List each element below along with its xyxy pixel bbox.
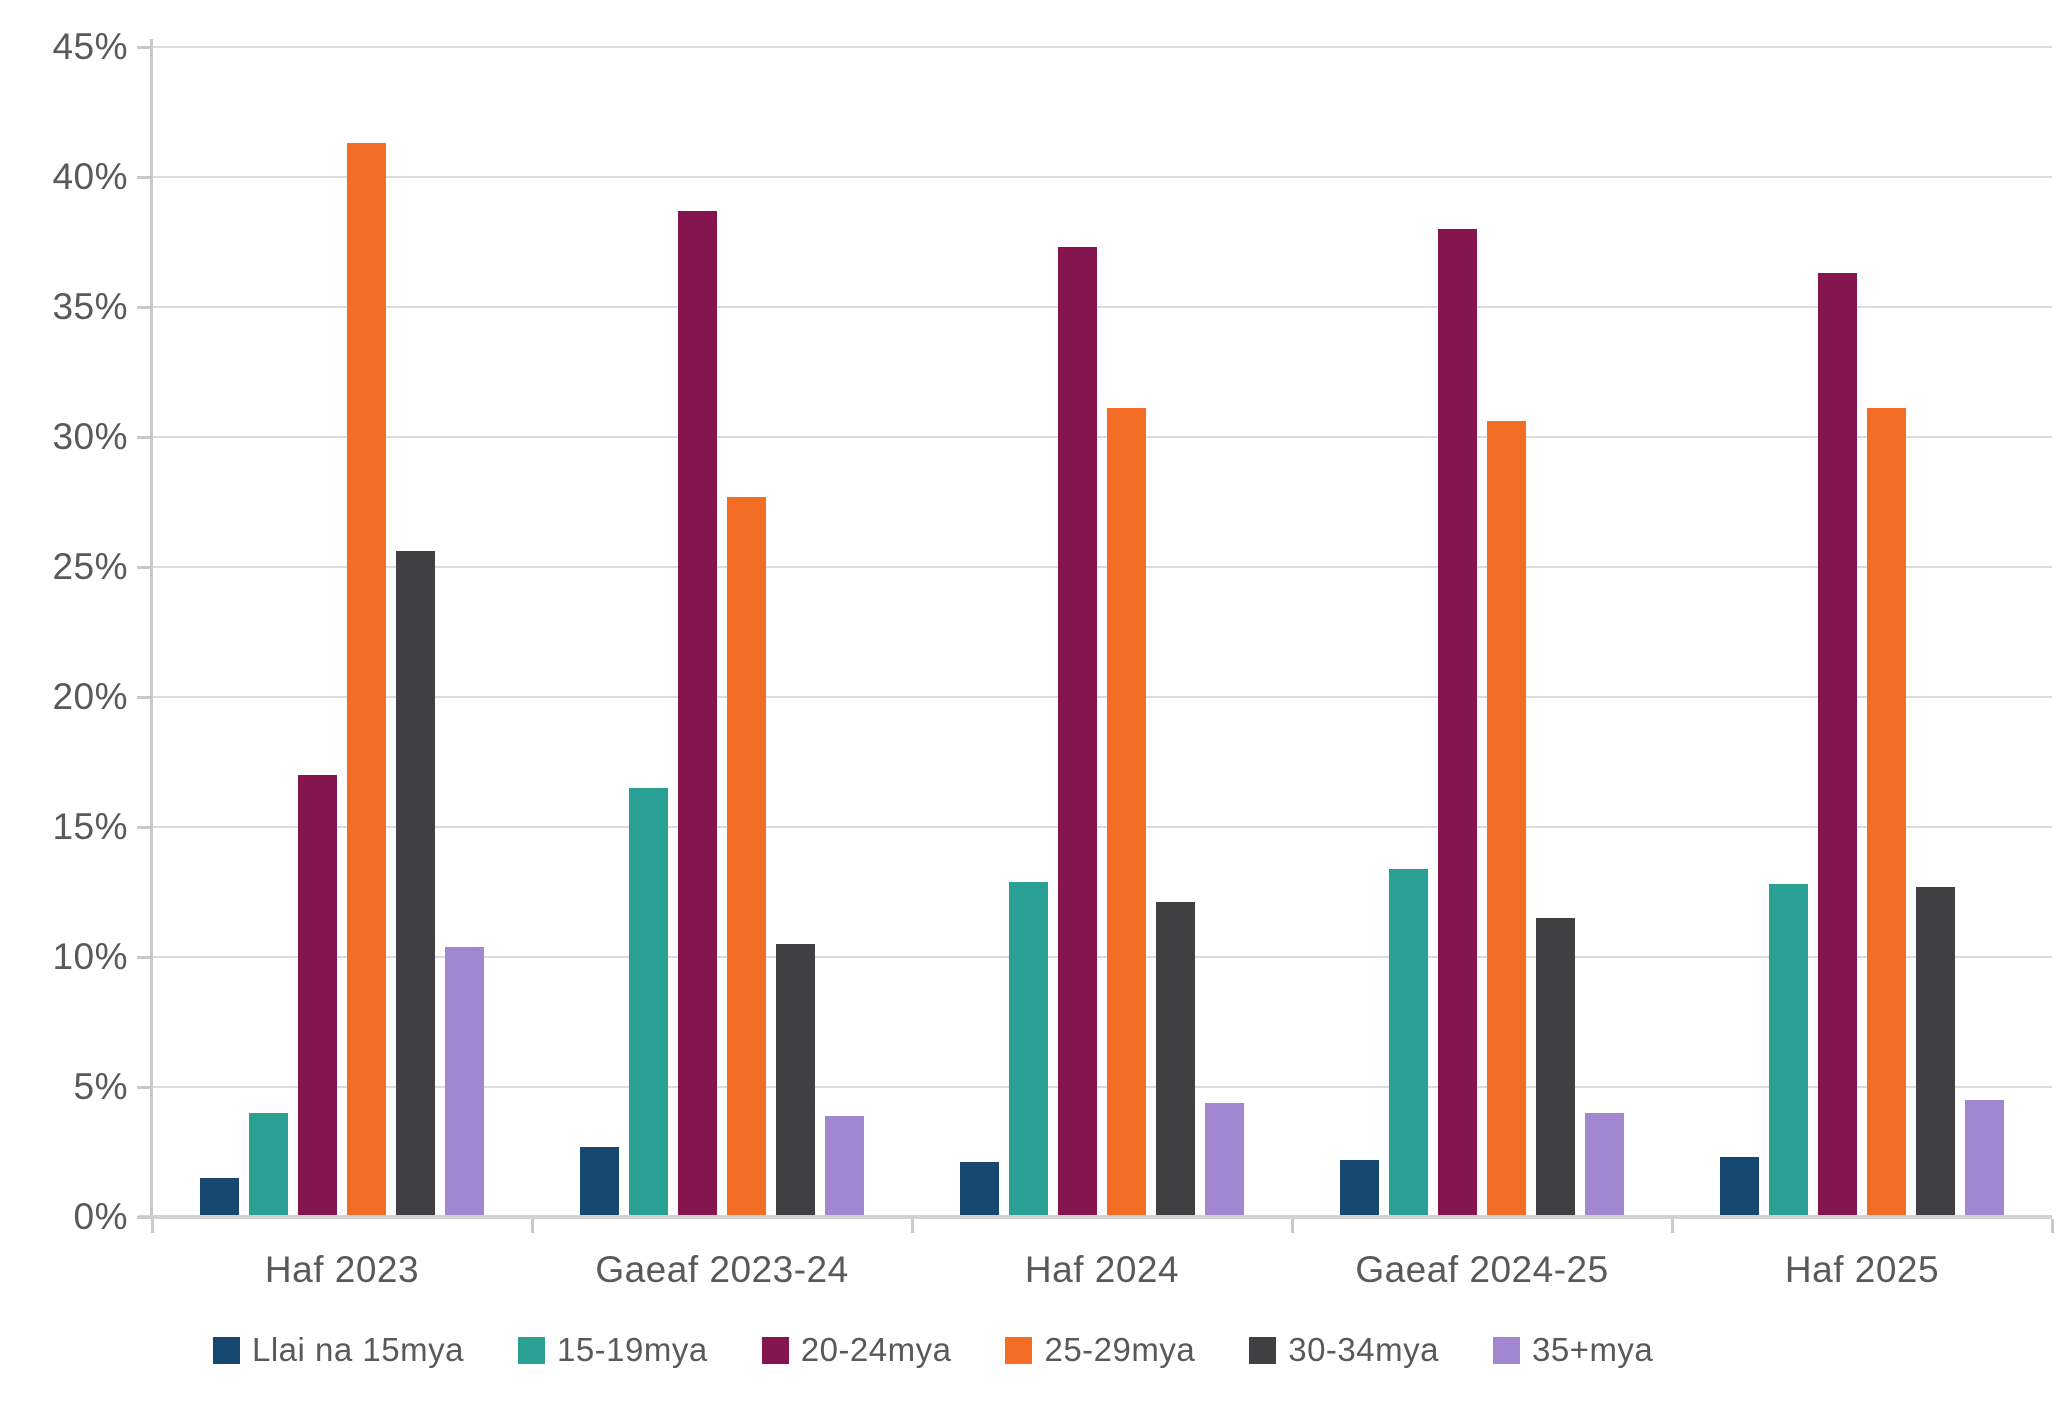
bar-35+mya-haf-2023 xyxy=(445,947,484,1217)
bar-30-34mya-gaeaf-2024-25 xyxy=(1536,918,1575,1217)
legend-item-30-34mya: 30-34mya xyxy=(1249,1330,1439,1370)
y-tick-45pct xyxy=(137,46,151,49)
bar-20-24mya-haf-2025 xyxy=(1818,273,1857,1217)
bar-llai-na-15mya-haf-2023 xyxy=(200,1178,239,1217)
legend-item-25-29mya: 25-29mya xyxy=(1005,1330,1195,1370)
y-axis-label-10pct: 10% xyxy=(52,936,128,977)
y-tick-35pct xyxy=(137,306,151,309)
legend-item-15-19mya: 15-19mya xyxy=(517,1330,708,1370)
y-axis-label-45pct: 45% xyxy=(52,26,128,67)
legend-label: 25-29mya xyxy=(1044,1331,1196,1368)
category-label-gaeaf-2024-25: Gaeaf 2024-25 xyxy=(1355,1249,1609,1290)
bar-llai-na-15mya-haf-2024 xyxy=(960,1162,999,1217)
bar-30-34mya-gaeaf-2023-24 xyxy=(776,944,815,1217)
bar-30-34mya-haf-2024 xyxy=(1156,902,1195,1217)
bar-15-19mya-gaeaf-2024-25 xyxy=(1389,869,1428,1217)
legend-item-35+mya: 35+mya xyxy=(1492,1330,1654,1370)
category-label-haf-2025: Haf 2025 xyxy=(1784,1249,1940,1290)
x-tick-0 xyxy=(151,1219,154,1233)
y-axis-label-35pct: 35% xyxy=(52,286,128,327)
y-tick-0pct xyxy=(137,1216,151,1219)
bar-35+mya-haf-2025 xyxy=(1965,1100,2004,1217)
gridline-45pct xyxy=(152,46,2052,48)
bar-15-19mya-haf-2025 xyxy=(1769,884,1808,1217)
bar-llai-na-15mya-gaeaf-2024-25 xyxy=(1340,1160,1379,1217)
bar-35+mya-gaeaf-2024-25 xyxy=(1585,1113,1624,1217)
bar-15-19mya-gaeaf-2023-24 xyxy=(629,788,668,1217)
y-tick-20pct xyxy=(137,696,151,699)
x-tick-2 xyxy=(911,1219,914,1233)
y-axis-label-20pct: 20% xyxy=(52,676,128,717)
gridline-40pct xyxy=(152,176,2052,178)
category-label-haf-2024: Haf 2024 xyxy=(1024,1249,1180,1290)
bar-25-29mya-gaeaf-2023-24 xyxy=(727,497,766,1217)
bar-25-29mya-gaeaf-2024-25 xyxy=(1487,421,1526,1217)
gridline-30pct xyxy=(152,436,2052,438)
x-tick-5 xyxy=(2051,1219,2054,1233)
legend: Llai na 15mya 15-19mya 20-24mya 25-29mya 30-… xyxy=(213,1330,1653,1370)
bar-25-29mya-haf-2023 xyxy=(347,143,386,1217)
bar-35+mya-gaeaf-2023-24 xyxy=(825,1116,864,1217)
bar-20-24mya-haf-2024 xyxy=(1058,247,1097,1217)
legend-item-20-24mya: 20-24mya xyxy=(761,1330,952,1370)
category-label-haf-2023: Haf 2023 xyxy=(264,1249,420,1290)
gridline-10pct xyxy=(152,956,2052,958)
plot-area xyxy=(152,46,2052,1217)
legend-swatch-icon xyxy=(1492,1336,1520,1364)
y-axis-label-15pct: 15% xyxy=(52,806,128,847)
legend-label: 20-24mya xyxy=(800,1331,952,1368)
bar-20-24mya-haf-2023 xyxy=(298,775,337,1217)
x-tick-4 xyxy=(1671,1219,1674,1233)
x-tick-3 xyxy=(1291,1219,1294,1233)
y-tick-15pct xyxy=(137,826,151,829)
legend-swatch-icon xyxy=(517,1336,545,1364)
bar-30-34mya-haf-2025 xyxy=(1916,887,1955,1217)
legend-item-llai-na-15mya: Llai na 15mya xyxy=(213,1330,464,1370)
bar-25-29mya-haf-2024 xyxy=(1107,408,1146,1217)
gridline-15pct xyxy=(152,826,2052,828)
gridline-25pct xyxy=(152,566,2052,568)
bar-35+mya-haf-2024 xyxy=(1205,1103,1244,1217)
y-tick-10pct xyxy=(137,956,151,959)
legend-swatch-icon xyxy=(1249,1336,1277,1364)
gridline-5pct xyxy=(152,1086,2052,1088)
y-axis-label-40pct: 40% xyxy=(52,156,128,197)
bar-30-34mya-haf-2023 xyxy=(396,551,435,1217)
y-axis-label-25pct: 25% xyxy=(52,546,128,587)
category-label-gaeaf-2023-24: Gaeaf 2023-24 xyxy=(595,1249,849,1290)
legend-swatch-icon xyxy=(761,1336,789,1364)
bar-15-19mya-haf-2024 xyxy=(1009,882,1048,1217)
gridline-20pct xyxy=(152,696,2052,698)
legend-label: 30-34mya xyxy=(1288,1331,1439,1368)
y-axis-label-0pct: 0% xyxy=(73,1196,128,1237)
bar-25-29mya-haf-2025 xyxy=(1867,408,1906,1217)
bar-llai-na-15mya-haf-2025 xyxy=(1720,1157,1759,1217)
bar-20-24mya-gaeaf-2023-24 xyxy=(678,211,717,1217)
legend-swatch-icon xyxy=(1005,1336,1033,1364)
x-axis-baseline xyxy=(138,1215,2052,1219)
bar-15-19mya-haf-2023 xyxy=(249,1113,288,1217)
y-tick-40pct xyxy=(137,176,151,179)
bar-20-24mya-gaeaf-2024-25 xyxy=(1438,229,1477,1217)
y-tick-5pct xyxy=(137,1086,151,1089)
gridline-35pct xyxy=(152,306,2052,308)
legend-label: 35+mya xyxy=(1531,1331,1654,1368)
y-axis-line xyxy=(150,39,153,1219)
bar-llai-na-15mya-gaeaf-2023-24 xyxy=(580,1147,619,1217)
x-tick-1 xyxy=(531,1219,534,1233)
y-axis-label-5pct: 5% xyxy=(73,1066,128,1107)
legend-label: 15-19mya xyxy=(556,1331,708,1368)
legend-label: Llai na 15mya xyxy=(252,1331,464,1368)
y-axis-label-30pct: 30% xyxy=(52,416,128,457)
y-tick-30pct xyxy=(137,436,151,439)
legend-swatch-icon xyxy=(213,1336,240,1364)
y-tick-25pct xyxy=(137,566,151,569)
